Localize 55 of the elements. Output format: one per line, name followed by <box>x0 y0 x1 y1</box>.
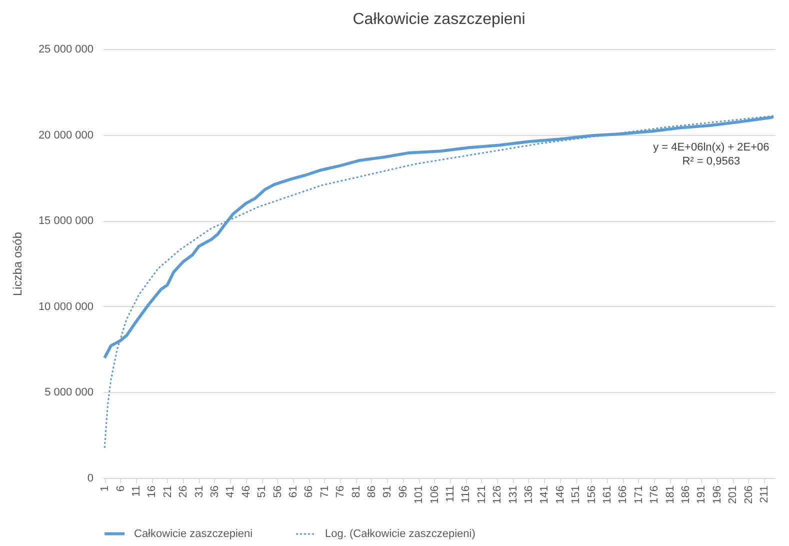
x-tick-label: 201 <box>727 486 740 504</box>
annotation: y = 4E+06ln(x) + 2E+06 <box>653 142 770 154</box>
x-tick-label: 36 <box>208 486 221 498</box>
x-tick-label: 121 <box>476 486 488 504</box>
x-tick-label: 56 <box>272 486 284 498</box>
y-tick-label: 10 000 000 <box>38 300 94 313</box>
x-tick-label: 131 <box>507 486 520 504</box>
x-tick-label: 196 <box>711 486 724 504</box>
y-axis-title: Liczba osób <box>10 232 24 296</box>
x-tick-label: 86 <box>366 486 378 498</box>
annotation: R² = 0,9563 <box>682 156 740 168</box>
x-tick-label: 81 <box>350 486 362 498</box>
x-tick-label: 106 <box>428 486 441 504</box>
x-tick-label: 1 <box>99 486 112 492</box>
x-tick-label: 71 <box>318 486 331 498</box>
x-tick-label: 21 <box>162 486 174 498</box>
x-tick-label: 166 <box>617 486 630 504</box>
x-tick-label: 176 <box>648 486 661 504</box>
x-tick-label: 11 <box>130 486 142 497</box>
x-tick-label: 141 <box>538 486 551 504</box>
x-tick-label: 16 <box>146 486 158 498</box>
x-tick-label: 111 <box>444 486 456 502</box>
x-tick-label: 146 <box>554 486 566 504</box>
legend-label: Całkowicie zaszczepieni <box>134 528 253 540</box>
x-tick-label: 46 <box>240 486 252 498</box>
x-tick-label: 186 <box>680 486 692 504</box>
x-tick-label: 151 <box>570 486 582 504</box>
y-tick-label: 25 000 000 <box>38 44 94 56</box>
x-tick-label: 206 <box>742 486 755 504</box>
x-tick-label: 26 <box>178 486 190 498</box>
x-tick-label: 181 <box>664 486 676 504</box>
x-tick-label: 136 <box>522 486 535 504</box>
y-tick-label: 0 <box>87 472 94 484</box>
x-tick-label: 66 <box>303 486 316 498</box>
x-tick-label: 41 <box>224 486 237 498</box>
x-tick-label: 211 <box>758 486 771 504</box>
x-tick-label: 116 <box>460 486 472 504</box>
x-tick-label: 101 <box>413 486 426 504</box>
x-tick-label: 156 <box>586 486 598 504</box>
x-tick-label: 51 <box>256 486 268 498</box>
x-tick-label: 6 <box>114 486 127 492</box>
y-tick-label: 5 000 000 <box>44 386 94 399</box>
x-tick-label: 76 <box>334 486 347 498</box>
y-tick-label: 15 000 000 <box>38 215 94 228</box>
x-tick-label: 61 <box>287 486 300 498</box>
x-tick-label: 171 <box>632 486 645 504</box>
x-tick-label: 31 <box>193 486 206 498</box>
y-tick-label: 20 000 000 <box>38 129 94 142</box>
x-tick-label: 161 <box>602 486 614 504</box>
x-tick-label: 191 <box>696 486 708 504</box>
chart-title: Całkowicie zaszczepieni <box>352 11 526 28</box>
legend-label: Log. (Całkowicie zaszczepieni) <box>325 528 476 540</box>
x-tick-label: 96 <box>397 486 410 498</box>
x-tick-label: 91 <box>382 486 394 498</box>
x-tick-label: 126 <box>492 486 504 504</box>
